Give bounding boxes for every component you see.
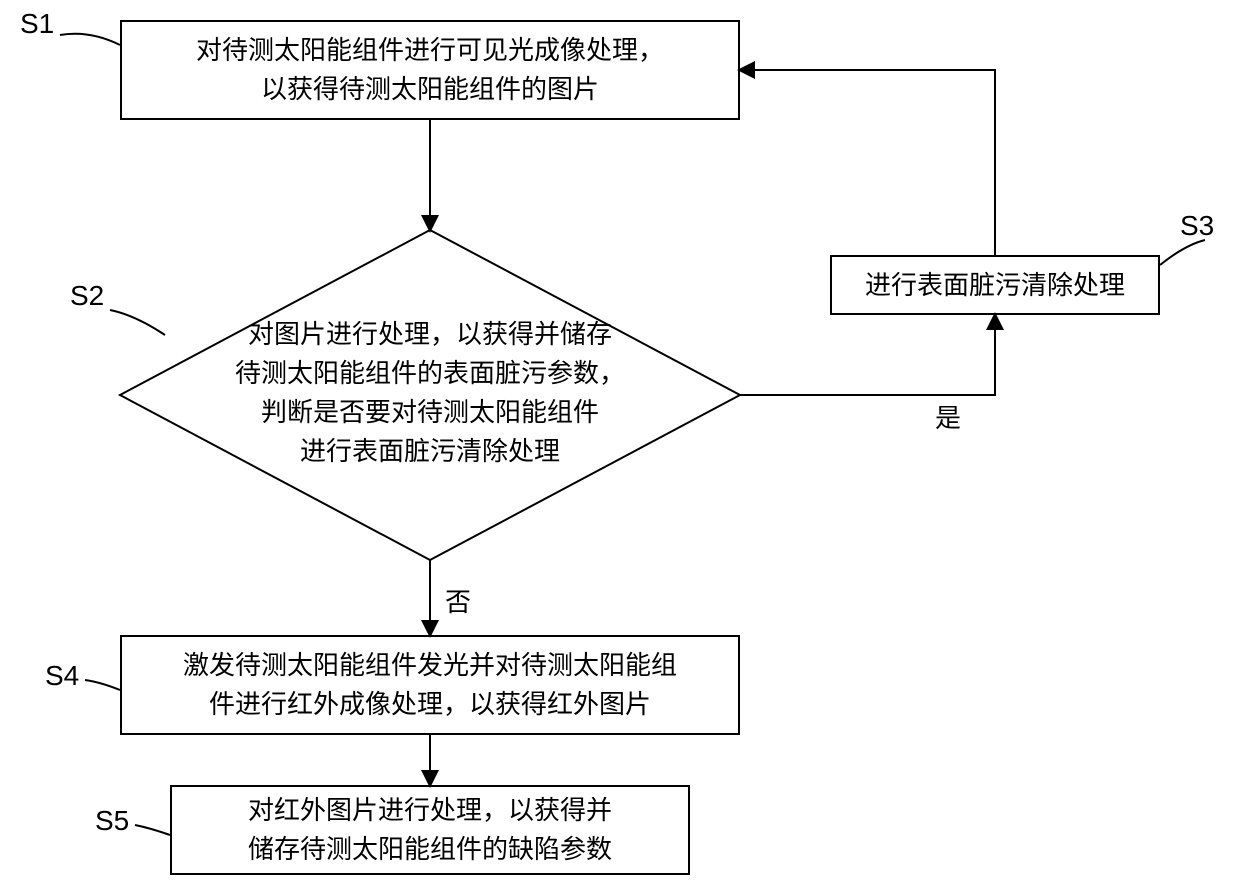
label-s4: S4 — [45, 660, 79, 692]
edge-label-no: 否 — [445, 582, 471, 619]
label-s1: S1 — [20, 8, 54, 40]
node-s1: 对待测太阳能组件进行可见光成像处理， 以获得待测太阳能组件的图片 — [120, 20, 740, 120]
label-s5: S5 — [95, 805, 129, 837]
node-s3: 进行表面脏污清除处理 — [830, 255, 1160, 315]
node-s5-text: 对红外图片进行处理，以获得并 储存待测太阳能组件的缺陷参数 — [248, 791, 612, 869]
label-s2: S2 — [70, 280, 104, 312]
node-s3-text: 进行表面脏污清除处理 — [865, 266, 1125, 305]
callout-s4 — [85, 680, 120, 690]
flowchart-stage: 对待测太阳能组件进行可见光成像处理， 以获得待测太阳能组件的图片 S1 对图片进… — [0, 0, 1240, 896]
node-s2-text-wrap: 对图片进行处理，以获得并储存 待测太阳能组件的表面脏污参数， 判断是否要对待测太… — [230, 315, 630, 471]
callout-s1 — [60, 34, 120, 45]
node-s4-text: 激发待测太阳能组件发光并对待测太阳能组 件进行红外成像处理，以获得红外图片 — [183, 646, 677, 724]
edge-e4 — [740, 70, 995, 255]
callout-s5 — [135, 825, 170, 835]
edge-e3 — [740, 315, 995, 395]
node-s4: 激发待测太阳能组件发光并对待测太阳能组 件进行红外成像处理，以获得红外图片 — [120, 635, 740, 735]
node-s5: 对红外图片进行处理，以获得并 储存待测太阳能组件的缺陷参数 — [170, 785, 690, 875]
callout-s3 — [1160, 240, 1205, 265]
edge-label-yes: 是 — [935, 398, 961, 435]
label-s3: S3 — [1180, 210, 1214, 242]
callout-s2 — [110, 310, 165, 335]
node-s1-text: 对待测太阳能组件进行可见光成像处理， 以获得待测太阳能组件的图片 — [196, 31, 664, 109]
